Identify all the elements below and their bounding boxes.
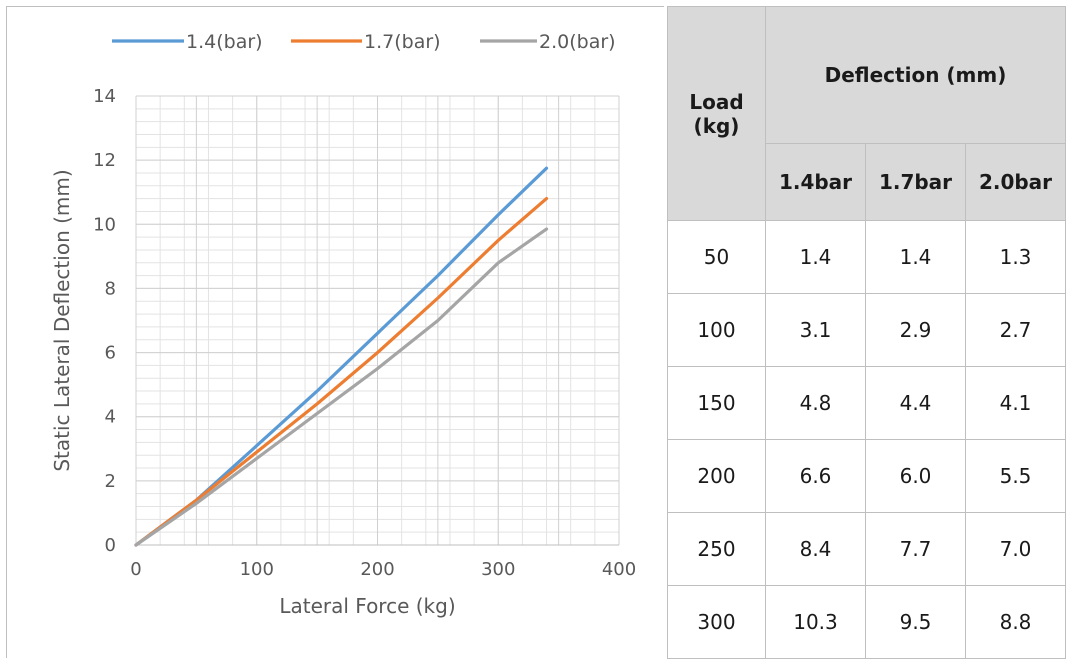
value-cell: 7.7 — [865, 512, 966, 586]
x-tick-label: 400 — [602, 559, 636, 580]
value-cell: 4.4 — [865, 366, 966, 440]
y-tick-label: 10 — [93, 214, 116, 235]
value-cell: 2.7 — [965, 293, 1066, 367]
table-header-row: Load (kg) Deflection (mm) — [667, 6, 1066, 221]
value-cell: 1.4 — [865, 220, 966, 294]
value-cell: 9.5 — [865, 585, 966, 659]
table-row: 100 3.1 2.9 2.7 — [667, 293, 1066, 367]
y-tick-label: 12 — [93, 150, 116, 171]
value-cell: 6.0 — [865, 439, 966, 513]
value-cell: 5.5 — [965, 439, 1066, 513]
chart-panel: 0 100 200 300 400 0 2 4 6 8 10 12 14 Lateral Force (k… — [6, 6, 664, 658]
y-tick-label: 2 — [105, 471, 116, 492]
table-row: 150 4.8 4.4 4.1 — [667, 366, 1066, 440]
load-cell: 150 — [667, 366, 766, 440]
x-tick-label: 0 — [130, 559, 141, 580]
value-cell: 1.4 — [765, 220, 866, 294]
y-tick-label: 14 — [93, 86, 116, 107]
value-cell: 7.0 — [965, 512, 1066, 586]
load-cell: 200 — [667, 439, 766, 513]
table-row: 250 8.4 7.7 7.0 — [667, 512, 1066, 586]
col-header-1-4bar: 1.4bar — [765, 143, 866, 221]
load-cell: 100 — [667, 293, 766, 367]
y-tick-label: 6 — [105, 343, 116, 364]
value-cell: 3.1 — [765, 293, 866, 367]
table-row: 200 6.6 6.0 5.5 — [667, 439, 1066, 513]
table-subheader-row: 1.4bar 1.7bar 2.0bar — [668, 143, 1066, 221]
value-cell: 1.3 — [965, 220, 1066, 294]
value-cell: 10.3 — [765, 585, 866, 659]
y-axis-title: Static Lateral Deflection (mm) — [50, 169, 74, 471]
col-header-1-7bar: 1.7bar — [865, 143, 966, 221]
legend-label-1: 1.7(bar) — [364, 31, 441, 53]
load-cell: 50 — [667, 220, 766, 294]
series-line-1 — [134, 197, 549, 547]
load-header: Load (kg) — [667, 6, 766, 221]
value-cell: 6.6 — [765, 439, 866, 513]
load-cell: 300 — [667, 585, 766, 659]
value-cell: 8.8 — [965, 585, 1066, 659]
deflection-table: Load (kg) Deflection (mm) 1.4bar 1.7bar … — [667, 6, 1066, 659]
deflection-header: Deflection (mm) — [765, 6, 1066, 144]
y-tick-label: 4 — [105, 407, 116, 428]
series-line-2 — [134, 227, 549, 547]
value-cell: 2.9 — [865, 293, 966, 367]
y-tick-label: 8 — [105, 278, 116, 299]
col-header-2-0bar: 2.0bar — [965, 143, 1066, 221]
x-axis-title: Lateral Force (kg) — [279, 594, 455, 618]
value-cell: 4.8 — [765, 366, 866, 440]
x-tick-label: 100 — [240, 559, 274, 580]
value-cell: 4.1 — [965, 366, 1066, 440]
load-cell: 250 — [667, 512, 766, 586]
line-chart: 0 100 200 300 400 0 2 4 6 8 10 12 14 Lateral Force (k… — [50, 31, 636, 618]
table-row: 300 10.3 9.5 8.8 — [667, 585, 1066, 659]
y-tick-label: 0 — [105, 535, 116, 556]
legend-label-0: 1.4(bar) — [186, 31, 263, 53]
x-tick-label: 200 — [360, 559, 394, 580]
value-cell: 8.4 — [765, 512, 866, 586]
table-row: 50 1.4 1.4 1.3 — [667, 220, 1066, 294]
legend-label-2: 2.0(bar) — [539, 31, 616, 53]
x-tick-label: 300 — [481, 559, 515, 580]
